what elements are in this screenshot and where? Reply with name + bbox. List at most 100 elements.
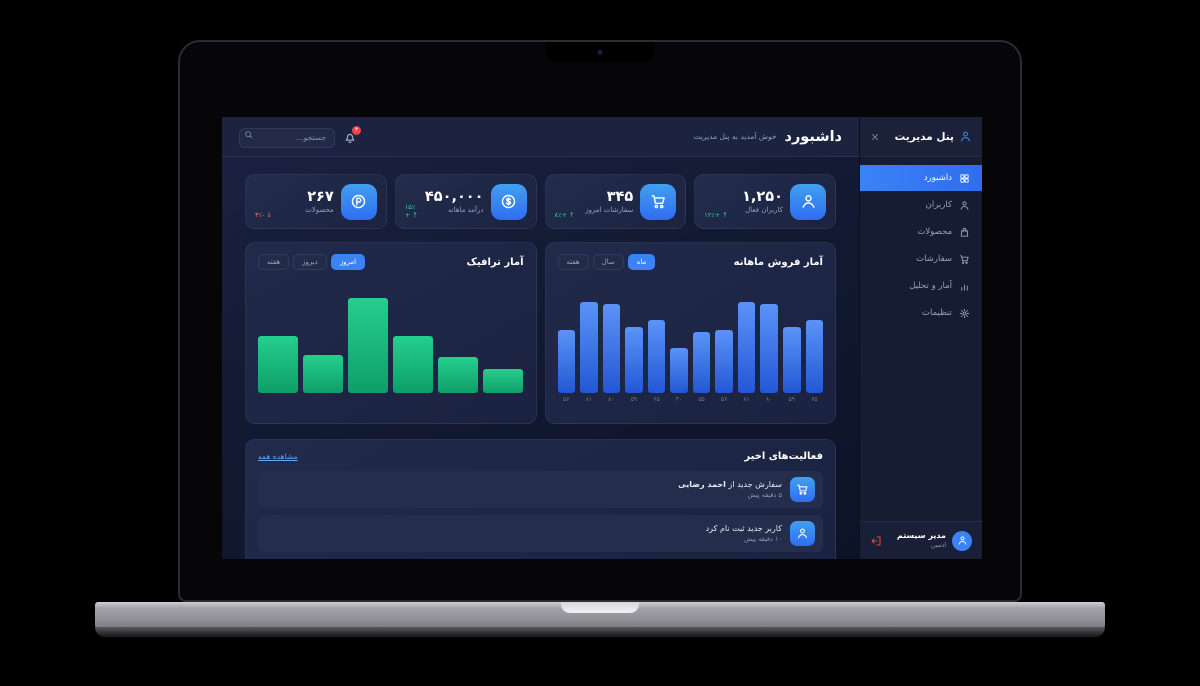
page-title: داشبورد — [784, 128, 842, 145]
cart-icon — [640, 183, 677, 220]
webcam-dot — [597, 50, 603, 55]
bar — [580, 302, 598, 393]
x-tick-label — [348, 396, 388, 408]
stat-card: ۴۵۰,۰۰۰ درآمد ماهانه ۱۵٪+ ↑ — [394, 174, 537, 229]
close-icon[interactable] — [870, 132, 880, 142]
chart-title: آمار ترافیک — [466, 256, 524, 268]
bar — [737, 302, 756, 393]
user-icon — [790, 183, 826, 220]
cart-icon — [790, 477, 815, 502]
chart-tabs: امروز دیروز هفته — [258, 254, 366, 270]
sidebar-item-analytics[interactable]: آمار و تحلیل — [860, 273, 982, 299]
bar — [692, 332, 711, 393]
chart-tab[interactable]: دیروز — [293, 254, 327, 270]
stat-card: ۳۴۵ سفارشات امروز ۸٪+ ↑ — [544, 174, 687, 229]
sidebar-item-label: تنظیمات — [922, 308, 952, 318]
activity-item[interactable]: سفارش جدید از احمد رضایی ۵ دقیقه پیش — [258, 471, 823, 508]
chart-tab[interactable]: ماه — [627, 254, 656, 270]
sidebar-item-label: محصولات — [917, 227, 952, 237]
sidebar-title: پنل مدیریت — [894, 130, 954, 143]
x-tick-label: ۵۹ — [788, 396, 795, 403]
x-axis-labels — [258, 396, 524, 408]
laptop-screen: پنل مدیریت داشبورد کاربران محصولات سفارشات آ… — [178, 40, 1022, 602]
stat-value: ۴۵۰,۰۰۰ — [424, 188, 484, 205]
activity-item[interactable]: کاربر جدید ثبت نام کرد ۱۰ دقیقه پیش — [258, 515, 823, 552]
user-name: مدیر سیستم — [896, 531, 946, 541]
bag-icon — [959, 227, 970, 238]
activity-text: کاربر جدید ثبت نام کرد — [705, 524, 782, 534]
bar — [393, 336, 434, 393]
bar — [602, 304, 621, 393]
chart-header: آمار ترافیک امروز دیروز هفته — [258, 254, 524, 270]
chart-tab[interactable]: سال — [592, 254, 624, 270]
sidebar-item-products[interactable]: محصولات — [860, 219, 982, 245]
sales-chart-card: آمار فروش ماهانه ماه سال هفته ۵۶ ۸۱ ۸۰ ۵۹ ۶۵ ۴۰… — [544, 242, 836, 424]
x-tick-label: ۴۰ — [675, 396, 683, 403]
activity-time: ۵ دقیقه پیش — [747, 490, 782, 499]
notification-badge: ۳ — [352, 125, 361, 135]
sidebar-item-settings[interactable]: تنظیمات — [860, 300, 982, 326]
chart-header: آمار فروش ماهانه ماه سال هفته — [557, 254, 823, 270]
view-all-link[interactable]: مشاهده همه — [258, 452, 298, 461]
stat-change: ۱۵٪+ ↑ — [404, 203, 418, 219]
chart-tab[interactable]: امروز — [330, 254, 366, 270]
x-tick-label — [258, 396, 298, 408]
stat-change: ۳٪- ↓ — [255, 211, 272, 219]
laptop-notch — [546, 42, 654, 62]
sidebar-header: پنل مدیریت — [860, 117, 982, 157]
traffic-chart-card: آمار ترافیک امروز دیروز هفته — [245, 242, 537, 424]
charts-row: آمار فروش ماهانه ماه سال هفته ۵۶ ۸۱ ۸۰ ۵۹ ۶۵ ۴۰… — [245, 242, 836, 424]
laptop-base-notch — [561, 602, 639, 613]
bar — [647, 320, 666, 393]
chart-tab[interactable]: هفته — [258, 254, 290, 270]
bar — [348, 298, 389, 393]
cart-icon — [959, 254, 970, 265]
laptop-base — [95, 602, 1105, 629]
admin-user-icon — [959, 130, 972, 143]
x-axis-labels: ۵۶ ۸۱ ۸۰ ۵۹ ۶۵ ۴۰ ۵۵ ۵۶ ۸۱ ۸۰ ۵۹ ۶۵ — [558, 396, 824, 408]
stat-text: ۴۵۰,۰۰۰ درآمد ماهانه — [425, 188, 484, 215]
x-tick-label: ۸۰ — [608, 396, 615, 403]
avatar — [952, 530, 972, 551]
chart-tab[interactable]: هفته — [557, 254, 589, 270]
sidebar-item-orders[interactable]: سفارشات — [860, 246, 982, 272]
stat-change: ۱۲٪+ ↑ — [704, 211, 728, 219]
chart-title: آمار فروش ماهانه — [733, 256, 823, 268]
laptop-base-shadow — [95, 627, 1105, 637]
user-role: ادمین — [930, 541, 946, 550]
x-tick-label: ۵۵ — [698, 396, 705, 403]
activities-header: فعالیت‌های اخیر مشاهده همه — [258, 451, 823, 462]
bar — [483, 369, 524, 393]
bar — [782, 327, 801, 393]
bar — [557, 330, 576, 393]
sidebar-item-label: سفارشات — [916, 254, 952, 264]
notifications-button[interactable]: ۳ — [343, 125, 361, 144]
search-input[interactable] — [239, 127, 335, 148]
sidebar-item-users[interactable]: کاربران — [860, 192, 982, 218]
stat-value: ۲۶۷ — [307, 188, 334, 205]
sidebar-menu: داشبورد کاربران محصولات سفارشات آمار و تحلیل… — [860, 157, 982, 326]
bar — [670, 348, 688, 393]
x-tick-label — [303, 396, 343, 408]
stat-label: محصولات — [305, 206, 334, 215]
x-tick-label: ۶۵ — [811, 396, 818, 403]
x-tick-label — [483, 396, 523, 408]
user-icon — [959, 200, 970, 211]
x-tick-label: ۶۵ — [653, 396, 660, 403]
sidebar-item-label: آمار و تحلیل — [909, 281, 952, 291]
stat-text: ۲۶۷ محصولات — [305, 188, 334, 215]
grid-icon — [959, 173, 970, 184]
sidebar-user-block: مدیر سیستم ادمین — [860, 521, 982, 559]
sidebar-item-dashboard[interactable]: داشبورد — [860, 165, 982, 191]
pcircle-icon — [340, 183, 377, 220]
x-tick-label — [438, 396, 478, 408]
logout-icon[interactable] — [870, 535, 882, 547]
stat-text: ۳۴۵ سفارشات امروز — [585, 188, 633, 215]
activities-list: سفارش جدید از احمد رضایی ۵ دقیقه پیش کاربر… — [258, 471, 823, 552]
x-tick-label: ۸۰ — [765, 396, 773, 403]
bar-plot — [258, 298, 524, 393]
stat-change: ۸٪+ ↑ — [554, 211, 575, 219]
main-content: ۱,۲۵۰ کاربران فعال ۱۲٪+ ↑ ۳۴۵ سفارشات امروز ۸… — [222, 157, 859, 559]
gear-icon — [959, 308, 970, 319]
